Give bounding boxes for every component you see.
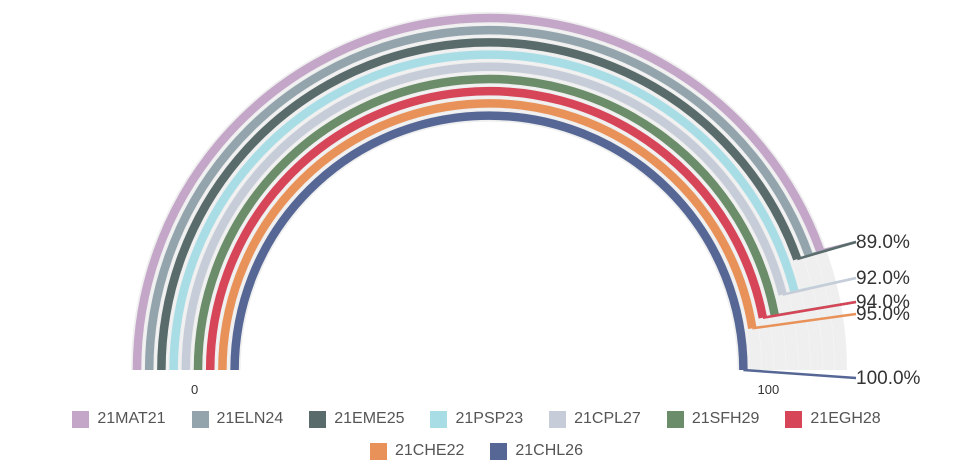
legend: 21MAT21 21ELN24 21EME25 21PSP23 21CPL27 21SFH… bbox=[0, 410, 953, 460]
data-label: 92.0% bbox=[856, 268, 910, 289]
legend-label: 21EGH28 bbox=[810, 410, 881, 427]
tick-label-max: 100 bbox=[758, 382, 780, 397]
legend-label: 21EME25 bbox=[334, 410, 405, 427]
legend-item-21EME25[interactable]: 21EME25 bbox=[309, 410, 404, 428]
legend-item-21MAT21[interactable]: 21MAT21 bbox=[72, 410, 166, 428]
legend-item-21PSP23[interactable]: 21PSP23 bbox=[430, 410, 523, 428]
radial-bar-chart: 89.0% 92.0% 94.0%95.0% 100.0% 0 100 bbox=[131, 12, 921, 397]
legend-label: 21ELN24 bbox=[216, 410, 284, 427]
bar-21ELN24 bbox=[144, 25, 813, 371]
leader-line-21CPL27 bbox=[782, 276, 857, 296]
legend-swatch bbox=[549, 410, 567, 428]
leader-line-21EME25 bbox=[796, 240, 857, 261]
data-label: 89.0% bbox=[856, 232, 910, 253]
data-label: 100.0% bbox=[856, 368, 921, 389]
leader-line-21EGH28 bbox=[762, 300, 857, 319]
data-label: 95.0% bbox=[856, 304, 910, 325]
tick-label-min: 0 bbox=[191, 382, 198, 397]
legend-item-21ELN24[interactable]: 21ELN24 bbox=[191, 410, 284, 428]
legend-swatch bbox=[785, 410, 803, 428]
bar-21CHL26 bbox=[230, 111, 748, 371]
legend-item-21CHE22[interactable]: 21CHE22 bbox=[370, 442, 464, 460]
data-label: 94.0% bbox=[856, 292, 910, 313]
legend-item-21CPL27[interactable]: 21CPL27 bbox=[549, 410, 641, 428]
bar-21SFH29 bbox=[193, 74, 780, 371]
legend-item-21SFH29[interactable]: 21SFH29 bbox=[666, 410, 760, 428]
legend-swatch bbox=[666, 410, 684, 428]
legend-swatch bbox=[490, 442, 508, 460]
leader-line-21CHE22 bbox=[752, 312, 857, 330]
legend-swatch bbox=[309, 410, 327, 428]
bar-21EGH28 bbox=[205, 86, 768, 371]
bar-21CPL27 bbox=[181, 62, 787, 371]
legend-label: 21PSP23 bbox=[455, 410, 524, 427]
legend-swatch bbox=[72, 410, 90, 428]
legend-label: 21CPL27 bbox=[574, 410, 641, 427]
legend-item-21CHL26[interactable]: 21CHL26 bbox=[490, 442, 583, 460]
bar-21EME25 bbox=[157, 38, 802, 371]
legend-swatch bbox=[430, 410, 448, 428]
legend-swatch bbox=[370, 442, 387, 460]
legend-label: 21SFH29 bbox=[691, 410, 760, 427]
bar-21PSP23 bbox=[169, 50, 799, 371]
legend-label: 21CHE22 bbox=[395, 442, 465, 459]
legend-label: 21CHL26 bbox=[515, 442, 583, 459]
legend-item-21EGH28[interactable]: 21EGH28 bbox=[785, 410, 881, 428]
legend-label: 21MAT21 bbox=[97, 410, 166, 427]
bar-21MAT21 bbox=[132, 13, 825, 371]
bar-21CHE22 bbox=[218, 99, 757, 371]
legend-swatch bbox=[191, 410, 209, 428]
leader-line-21CHL26 bbox=[743, 368, 857, 380]
